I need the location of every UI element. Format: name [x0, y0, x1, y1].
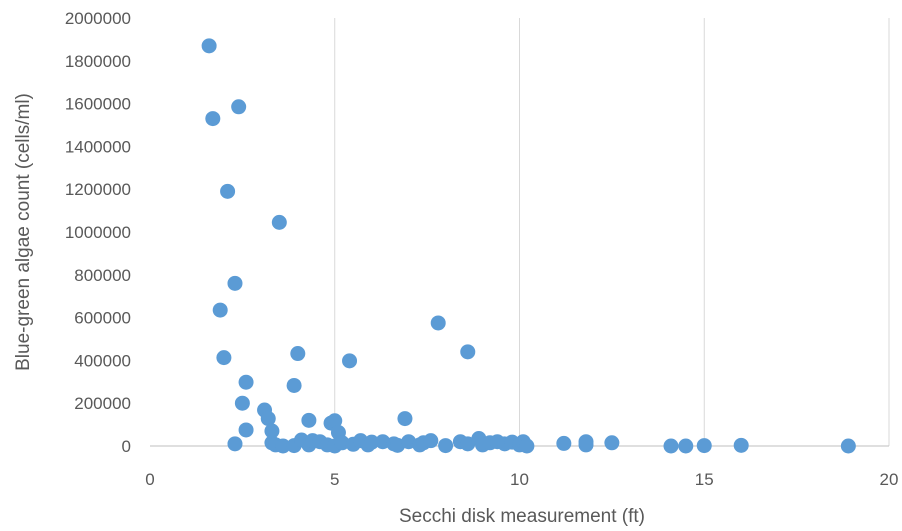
x-tick-label: 20	[880, 470, 899, 489]
data-point	[286, 377, 302, 393]
data-point	[220, 183, 236, 199]
data-points	[201, 38, 856, 454]
data-point	[364, 434, 380, 450]
data-point	[375, 434, 391, 450]
data-point	[460, 436, 476, 452]
data-point	[663, 438, 679, 454]
y-tick-label: 0	[122, 437, 131, 456]
data-point	[264, 423, 280, 439]
data-point	[260, 411, 276, 427]
x-axis-title: Secchi disk measurement (ft)	[399, 506, 645, 527]
data-point	[334, 435, 350, 451]
data-point	[301, 412, 317, 428]
data-point	[216, 350, 232, 366]
x-tick-label: 5	[330, 470, 339, 489]
data-point	[201, 38, 217, 54]
data-point	[342, 353, 358, 369]
data-point	[275, 438, 291, 454]
data-point	[397, 411, 413, 427]
y-tick-labels: 0 200000 400000 600000 800000 1000000 1200000 1…	[65, 9, 131, 456]
x-tick-label: 15	[695, 470, 714, 489]
y-tick-label: 200000	[74, 394, 131, 413]
data-point	[327, 413, 343, 429]
y-tick-label: 800000	[74, 266, 131, 285]
data-point	[604, 435, 620, 451]
data-point	[238, 374, 254, 390]
y-tick-label: 600000	[74, 309, 131, 328]
data-point	[423, 433, 439, 449]
data-point	[556, 435, 572, 451]
data-point	[519, 438, 535, 454]
data-point	[234, 395, 250, 411]
data-point	[290, 346, 306, 362]
y-tick-label: 400000	[74, 351, 131, 370]
data-point	[696, 438, 712, 454]
y-tick-label: 1000000	[65, 223, 131, 242]
y-tick-label: 2000000	[65, 9, 131, 28]
data-point	[227, 436, 243, 452]
data-point	[205, 111, 221, 127]
data-point	[271, 214, 287, 230]
y-axis-title: Blue-green algae count (cells/ml)	[13, 93, 34, 371]
data-point	[231, 99, 247, 115]
x-tick-labels: 0 5 10 15 20	[145, 470, 898, 489]
x-tick-label: 10	[510, 470, 529, 489]
data-point	[227, 275, 243, 291]
data-point	[733, 437, 749, 453]
gridlines	[334, 18, 890, 446]
y-tick-label: 1600000	[65, 95, 131, 114]
data-point	[840, 438, 856, 454]
data-point	[438, 438, 454, 454]
data-point	[430, 315, 446, 331]
y-tick-label: 1200000	[65, 180, 131, 199]
data-point	[678, 438, 694, 454]
y-tick-label: 1800000	[65, 52, 131, 71]
x-tick-label: 0	[145, 470, 154, 489]
data-point	[238, 422, 254, 438]
data-point	[212, 302, 228, 318]
data-point	[460, 344, 476, 360]
y-tick-label: 1400000	[65, 137, 131, 156]
data-point	[578, 434, 594, 450]
